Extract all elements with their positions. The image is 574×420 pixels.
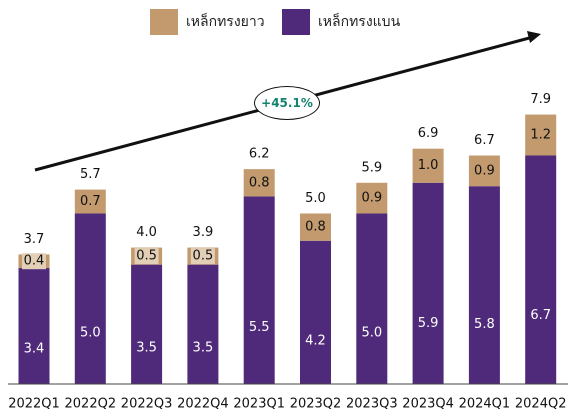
label-total: 7.9 (530, 92, 551, 107)
label-long-steel: 0.5 (136, 249, 157, 264)
label-long-steel: 0.9 (361, 191, 382, 206)
bar-flat-steel (131, 264, 163, 384)
label-total: 6.2 (249, 147, 270, 162)
bar-flat-steel (18, 268, 50, 384)
label-total: 6.7 (474, 133, 495, 148)
label-flat-steel: 5.5 (249, 320, 270, 335)
bar-flat-steel (525, 155, 557, 384)
legend-item-flat-steel: เหล็กทรงแบน (282, 8, 400, 36)
legend-swatch-flat-steel (282, 9, 310, 35)
label-total: 5.9 (361, 160, 382, 175)
label-long-steel: 0.9 (474, 163, 495, 178)
bar-long-steel (243, 169, 275, 197)
x-tick-label: 2022Q4 (177, 397, 229, 412)
label-long-steel: 0.7 (80, 194, 101, 209)
x-tick-label: 2022Q3 (121, 397, 173, 412)
label-long-steel: 0.5 (193, 249, 214, 264)
legend-label-long-steel: เหล็กทรงยาว (186, 14, 265, 30)
trend-arrow-head (527, 31, 541, 43)
label-long-steel: 0.4 (24, 254, 45, 269)
bar-flat-steel (468, 186, 500, 384)
legend: เหล็กทรงยาว เหล็กทรงแบน (0, 8, 574, 36)
label-long-steel: 1.0 (418, 158, 439, 173)
label-bg-long-steel (22, 253, 46, 270)
bar-long-steel (412, 148, 444, 183)
label-flat-steel: 3.5 (136, 341, 157, 356)
legend-label-flat-steel: เหล็กทรงแบน (318, 14, 401, 30)
bar-long-steel (74, 189, 106, 214)
x-tick-label: 2023Q2 (290, 397, 342, 412)
label-flat-steel: 5.8 (474, 317, 495, 332)
label-bg-long-steel (190, 248, 215, 265)
label-flat-steel: 5.0 (80, 325, 101, 340)
x-axis-ticks: 2022Q1 2022Q2 2022Q3 2022Q4 2023Q1 2023Q2 2023… (8, 397, 566, 412)
bar-flat-steel (356, 213, 388, 384)
legend-swatch-long-steel (150, 9, 178, 35)
label-total: 5.0 (305, 191, 326, 206)
x-tick-label: 2024Q2 (515, 397, 567, 412)
label-total: 3.7 (24, 232, 45, 247)
bar-flat-steel (243, 196, 275, 384)
x-tick-label: 2024Q1 (459, 397, 511, 412)
x-tick-label: 2023Q1 (233, 397, 285, 412)
label-flat-steel: 3.5 (193, 341, 214, 356)
label-flat-steel: 6.7 (530, 308, 551, 323)
label-total: 5.7 (80, 167, 101, 182)
label-flat-steel: 5.0 (361, 325, 382, 340)
label-long-steel: 0.8 (249, 175, 270, 190)
label-total: 4.0 (136, 225, 157, 240)
bar-long-steel (525, 114, 557, 156)
bar-flat-steel (300, 240, 331, 384)
bar-long-steel (356, 182, 388, 214)
x-tick-label: 2022Q1 (8, 397, 60, 412)
label-total: 6.9 (418, 126, 439, 141)
bar-flat-steel (74, 213, 106, 384)
label-bg-long-steel (134, 248, 159, 265)
bar-flat-steel (412, 182, 444, 384)
label-flat-steel: 3.4 (24, 342, 45, 357)
legend-item-long-steel: เหล็กทรงยาว (150, 8, 265, 36)
bar-flat-steel (187, 264, 219, 384)
bars-group (18, 114, 557, 384)
labels-group: 3.4 0.4 3.7 5.0 0.7 5.7 3.5 0.5 4.0 3.5 0.5 3.9 5.5 0… (22, 92, 551, 357)
label-long-steel: 1.2 (530, 128, 551, 143)
growth-badge: +45.1% (254, 86, 320, 120)
x-tick-label: 2023Q3 (346, 397, 398, 412)
bar-long-steel (468, 155, 500, 187)
label-flat-steel: 4.2 (305, 334, 326, 349)
bar-long-steel (300, 213, 331, 241)
label-flat-steel: 5.9 (418, 316, 439, 331)
x-tick-label: 2023Q4 (402, 397, 454, 412)
label-total: 3.9 (193, 225, 214, 240)
label-long-steel: 0.8 (305, 220, 326, 235)
x-tick-label: 2022Q2 (65, 397, 117, 412)
